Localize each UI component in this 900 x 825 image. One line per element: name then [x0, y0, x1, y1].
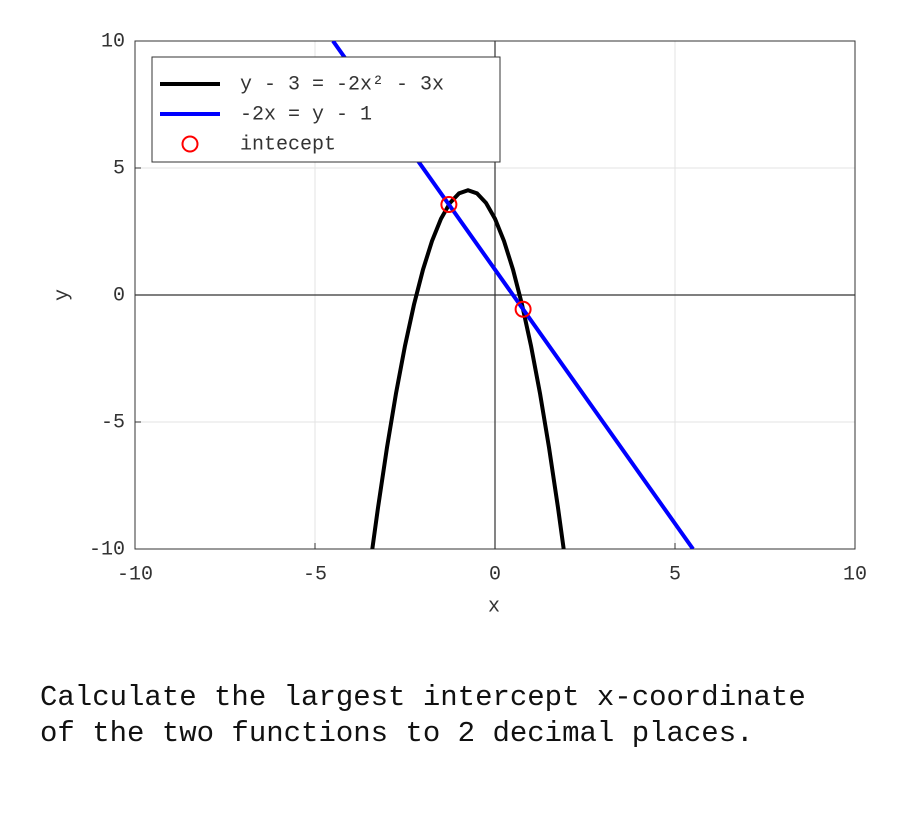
x-tick-label: 5: [669, 563, 681, 586]
y-tick-label: -10: [89, 538, 125, 561]
legend-box: [151, 56, 501, 163]
legend-label: intecept: [240, 133, 336, 156]
x-axis-label: x: [488, 595, 500, 618]
y-tick-label: 0: [113, 284, 125, 307]
y-tick-label: -5: [101, 411, 125, 434]
intercept-marker: [440, 196, 458, 214]
x-tick-label: 0: [489, 563, 501, 586]
question-text: Calculate the largest intercept x-coordi…: [40, 681, 806, 750]
plot-frame: [134, 40, 856, 550]
y-axis-label: y: [51, 289, 74, 301]
legend-marker: [181, 135, 199, 153]
intercept-marker: [514, 300, 532, 318]
line-series: [370, 188, 566, 549]
y-tick-label: 5: [113, 157, 125, 180]
legend-label: y - 3 = -2x² - 3x: [240, 73, 444, 96]
x-tick-label: -5: [303, 563, 327, 586]
chart: x y -10 -5 0 5 10 -10 -5 0 5 10 y - 3 = -2x² - 3x -…: [51, 30, 867, 618]
legend-label: -2x = y - 1: [240, 103, 372, 126]
x-tick-label: -10: [117, 563, 153, 586]
x-tick-label: 10: [843, 563, 867, 586]
y-tick-label: 10: [101, 30, 125, 53]
